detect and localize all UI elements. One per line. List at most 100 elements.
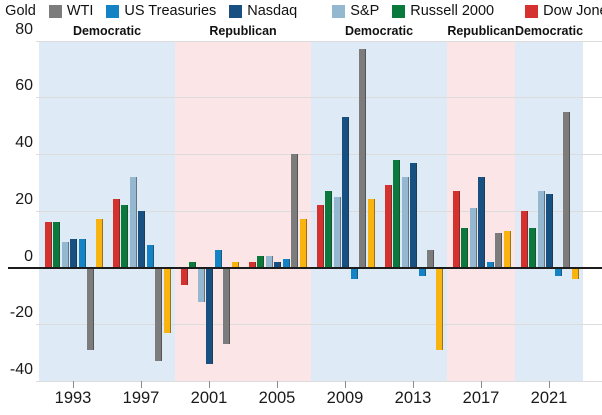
bar-russell-2000-2013 [393, 159, 400, 268]
legend-swatch-s-p [332, 4, 346, 18]
legend-swatch-dow-jones [525, 4, 539, 18]
legend-item-russell-2000: Russell 2000 [392, 3, 494, 19]
gridline--40 [36, 380, 602, 382]
legend-label-us-treasuries: US Treasuries [124, 3, 217, 19]
bar-s-p-2021 [537, 190, 545, 268]
bar-gold-1993 [95, 219, 103, 268]
bar-wti-2001 [223, 267, 230, 345]
legend-swatch-russell-2000 [392, 4, 406, 18]
bar-us-treasuries-2017 [486, 261, 494, 268]
bar-nasdaq-2001 [206, 267, 213, 364]
x-axis-tick [277, 381, 278, 388]
x-axis-label: 1993 [54, 389, 92, 407]
bar-dow-jones-2013 [384, 185, 392, 268]
legend-item-nasdaq: Nasdaq [229, 3, 297, 19]
gridline--20 [36, 324, 602, 326]
bar-nasdaq-2005 [274, 261, 281, 268]
bar-wti-2013 [427, 250, 434, 268]
legend-label-s-p: S&P [350, 3, 380, 19]
y-axis-label: -20 [9, 304, 33, 322]
bar-gold-2021 [571, 267, 579, 279]
x-axis-label: 2009 [326, 389, 364, 407]
y-axis-label: 40 [15, 134, 33, 152]
x-axis-label: 2021 [530, 389, 568, 407]
legend-label-nasdaq: Nasdaq [247, 3, 298, 19]
y-axis-label: -40 [9, 360, 33, 378]
bar-us-treasuries-1993 [78, 239, 86, 268]
bar-nasdaq-2017 [478, 176, 485, 268]
x-axis-tick [481, 381, 482, 388]
bar-us-treasuries-2009 [350, 267, 358, 279]
legend-swatch-wti [48, 4, 62, 18]
x-axis-label: 2005 [258, 389, 296, 407]
legend-item-gold: Gold [0, 3, 36, 19]
legend-item-dow-jones: Dow Jones [525, 3, 602, 19]
gridline-60 [36, 97, 602, 99]
bar-wti-2021 [563, 111, 570, 268]
legend-label-wti: WTI [66, 3, 94, 19]
gridline-80 [36, 40, 602, 42]
legend: Gold WTI US Treasuries Nasdaq S&P Russell 200… [0, 1, 602, 21]
bar-russell-2000-2021 [529, 227, 536, 268]
y-axis-label: 80 [15, 20, 33, 38]
y-axis-label: 20 [15, 190, 33, 208]
legend-item-wti: WTI [48, 3, 94, 19]
bar-us-treasuries-2001 [214, 250, 222, 268]
bar-nasdaq-2021 [546, 193, 553, 268]
bar-russell-2000-2001 [189, 261, 196, 268]
bar-nasdaq-2013 [410, 162, 417, 268]
bar-dow-jones-2001 [180, 267, 188, 285]
bar-gold-2017 [503, 230, 511, 268]
legend-swatch-us-treasuries [106, 4, 120, 18]
bar-nasdaq-2009 [342, 117, 349, 268]
y-axis-label: 60 [15, 77, 33, 95]
bar-s-p-2005 [265, 256, 273, 268]
x-axis-tick [413, 381, 414, 388]
bar-s-p-2017 [469, 207, 477, 268]
y-axis-label: 0 [24, 247, 33, 265]
bar-dow-jones-2009 [316, 205, 324, 268]
party-label-republican: Republican [209, 24, 277, 38]
party-label-democratic: Democratic [72, 24, 142, 38]
bar-us-treasuries-2013 [418, 267, 426, 276]
x-axis-label: 2001 [190, 389, 228, 407]
legend-item-s-p: S&P [332, 3, 379, 19]
bar-us-treasuries-2021 [554, 267, 562, 276]
bar-wti-1997 [155, 267, 162, 362]
legend-item-us-treasuries: US Treasuries [106, 3, 216, 19]
bar-gold-2005 [299, 219, 307, 268]
bar-gold-2013 [435, 267, 443, 350]
gridline-40 [36, 154, 602, 156]
bar-nasdaq-1993 [70, 239, 77, 268]
party-label-democratic: Democratic [514, 24, 584, 38]
bar-s-p-2001 [197, 267, 205, 302]
bar-nasdaq-1997 [138, 210, 145, 268]
bar-gold-2001 [231, 261, 239, 268]
bar-dow-jones-1993 [44, 222, 52, 268]
bar-us-treasuries-2005 [282, 258, 290, 268]
bar-dow-jones-2017 [452, 190, 460, 268]
bar-us-treasuries-1997 [146, 244, 154, 268]
bar-russell-2000-2017 [461, 227, 468, 268]
bar-dow-jones-1997 [112, 199, 120, 268]
legend-swatch-nasdaq [229, 4, 243, 18]
bar-gold-1997 [163, 267, 171, 333]
x-axis-label: 1997 [122, 389, 160, 407]
bar-gold-2009 [367, 199, 375, 268]
x-axis-tick [141, 381, 142, 388]
bar-wti-2017 [495, 233, 502, 268]
x-axis-tick [549, 381, 550, 388]
bar-russell-2000-2005 [257, 256, 264, 268]
x-axis-label: 2017 [462, 389, 500, 407]
bar-wti-1993 [87, 267, 94, 350]
bar-s-p-2009 [333, 196, 341, 268]
legend-label-dow-jones: Dow Jones [543, 3, 602, 19]
x-axis-label: 2013 [394, 389, 432, 407]
bar-s-p-1997 [129, 176, 137, 268]
bar-s-p-1993 [61, 241, 69, 268]
bar-dow-jones-2021 [520, 210, 528, 268]
bar-russell-2000-2009 [325, 190, 332, 268]
x-axis-tick [209, 381, 210, 388]
zero-axis-line [8, 266, 602, 269]
